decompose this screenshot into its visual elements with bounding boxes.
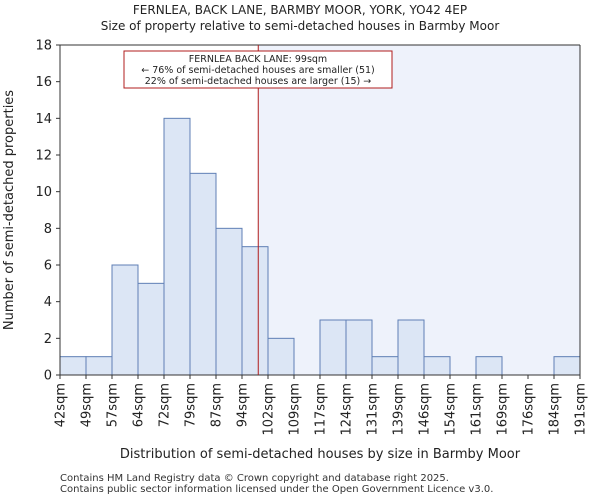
histogram-bar [189, 172, 217, 376]
footer-line-2: Contains public sector information licen… [60, 484, 494, 495]
histogram-bar [137, 282, 165, 376]
histogram-bar [475, 356, 503, 376]
x-tick-label: 124sqm [340, 383, 355, 436]
x-tick-label: 87sqm [210, 383, 225, 427]
x-tick-label: 139sqm [392, 383, 407, 436]
histogram-bar [241, 246, 269, 376]
y-tick-label: 2 [44, 332, 52, 347]
histogram-bar [111, 264, 139, 376]
histogram-bar [267, 337, 295, 376]
x-tick-label: 161sqm [470, 383, 485, 436]
histogram-chart: 0 2 4 6 8 10 12 14 16 18 42sqm 49sqm 57sqm 64sqm 72sqm… [2, 39, 589, 463]
x-tick-label: 191sqm [574, 383, 589, 436]
x-tick-label: 117sqm [314, 383, 329, 436]
y-tick-label: 8 [44, 222, 52, 237]
annotation-text: ← 76% of semi-detached houses are smalle… [141, 65, 375, 76]
histogram-bar [397, 319, 425, 376]
x-tick-label: 146sqm [418, 383, 433, 436]
x-tick-label: 154sqm [444, 383, 459, 436]
footer-line-1: Contains HM Land Registry data © Crown c… [60, 473, 449, 484]
y-axis-label: Number of semi-detached properties [2, 90, 17, 330]
y-tick-label: 14 [35, 112, 52, 127]
x-tick-label: 49sqm [80, 383, 95, 427]
x-tick-label: 42sqm [54, 383, 69, 427]
chart-title: FERNLEA, BACK LANE, BARMBY MOOR, YORK, Y… [132, 3, 468, 17]
x-tick-label: 79sqm [184, 383, 199, 427]
x-tick-label: 94sqm [236, 383, 251, 427]
y-tick-label: 18 [35, 39, 52, 54]
histogram-bar [163, 117, 191, 376]
x-tick-label: 176sqm [522, 383, 537, 436]
y-tick-label: 4 [44, 295, 52, 310]
x-axis-label: Distribution of semi-detached houses by … [120, 447, 521, 462]
x-tick-label: 109sqm [288, 383, 303, 436]
x-tick-label: 57sqm [106, 383, 121, 427]
histogram-bar [85, 356, 113, 376]
histogram-bar [345, 319, 373, 376]
x-tick-label: 131sqm [366, 383, 381, 436]
histogram-bar [319, 319, 347, 376]
y-tick-label: 12 [35, 149, 52, 164]
chart-subtitle: Size of property relative to semi-detach… [100, 19, 500, 33]
histogram-bar [553, 356, 581, 376]
annotation-text: 22% of semi-detached houses are larger (… [145, 76, 372, 87]
x-tick-label: 72sqm [158, 383, 173, 427]
histogram-bar [59, 356, 87, 376]
x-tick-label: 102sqm [262, 383, 277, 436]
histogram-bar [423, 356, 451, 376]
histogram-bar [215, 227, 243, 376]
histogram-bar [371, 356, 399, 376]
annotation-box [123, 50, 393, 89]
y-tick-label: 10 [35, 185, 52, 200]
x-tick-label: 64sqm [132, 383, 147, 427]
y-tick-label: 6 [44, 259, 52, 274]
x-tick-label: 184sqm [548, 383, 563, 436]
y-tick-label: 0 [44, 369, 52, 384]
x-tick-label: 169sqm [496, 383, 511, 436]
annotation-text: FERNLEA BACK LANE: 99sqm [189, 54, 327, 65]
y-tick-label: 16 [35, 75, 52, 90]
